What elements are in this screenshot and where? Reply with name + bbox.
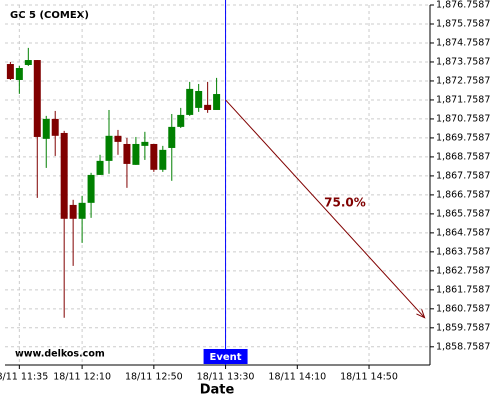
y-tick-label: 1,876.7587 (436, 0, 490, 11)
projection-arrow (225, 99, 425, 319)
projection-label: 75.0% (324, 196, 366, 210)
x-tick-label: 18/11 12:50 (125, 372, 183, 383)
candle-body (33, 60, 41, 137)
x-tick-label: 18/11 14:50 (340, 372, 398, 383)
y-tick-label: 1,869.7587 (436, 132, 490, 143)
y-tick-label: 1,860.7587 (436, 303, 490, 314)
candle-body (24, 60, 32, 65)
candle-body (6, 64, 14, 80)
candle-body (195, 90, 203, 108)
candle-body (141, 141, 149, 146)
y-tick-label: 1,861.7587 (436, 284, 490, 295)
candle-body (15, 68, 23, 80)
y-tick-label: 1,858.7587 (436, 341, 490, 352)
candle-body (69, 204, 77, 219)
y-tick-label: 1,872.7587 (436, 75, 490, 86)
watermark: www.delkos.com (15, 349, 105, 360)
x-tick-label: 18/11 12:10 (53, 372, 111, 383)
candle-body (159, 149, 167, 170)
y-tick-label: 1,875.7587 (436, 18, 490, 29)
x-axis-label: Date (200, 383, 235, 398)
candle-body (186, 88, 194, 115)
candle-body (60, 132, 68, 219)
arrow-head (416, 309, 426, 319)
candle-body (51, 118, 59, 136)
y-tick-label: 1,863.7587 (436, 246, 490, 257)
x-tick-label: 18/11 14:10 (268, 372, 326, 383)
candle-body (105, 135, 113, 161)
candle-body (96, 160, 104, 175)
y-tick-label: 1,864.7587 (436, 227, 490, 238)
candle-body (87, 174, 95, 203)
y-tick-label: 1,867.7587 (436, 170, 490, 181)
y-tick-label: 1,859.7587 (436, 322, 490, 333)
y-tick-label: 1,865.7587 (436, 208, 490, 219)
x-tick-label: 18/11 11:35 (0, 372, 48, 383)
y-tick-label: 1,871.7587 (436, 94, 490, 105)
candle-body (150, 143, 158, 170)
candle-body (123, 143, 131, 164)
candle-body (168, 126, 176, 148)
y-tick-label: 1,873.7587 (436, 56, 490, 67)
candle-body (78, 202, 86, 219)
candle-body (42, 118, 50, 139)
y-tick-label: 1,874.7587 (436, 37, 490, 48)
y-tick-label: 1,868.7587 (436, 151, 490, 162)
x-tick-label: 18/11 13:30 (197, 372, 255, 383)
event-box (203, 349, 248, 364)
y-tick-label: 1,862.7587 (436, 265, 490, 276)
candle-body (114, 135, 122, 142)
y-tick-label: 1,866.7587 (436, 189, 490, 200)
chart-title: GC 5 (COMEX) (10, 10, 89, 21)
candle-body (213, 94, 221, 110)
candle-body (204, 104, 212, 110)
candle-body (177, 114, 185, 127)
event-label: Event (210, 352, 242, 363)
y-tick-label: 1,870.7587 (436, 113, 490, 124)
candle-body (132, 143, 140, 165)
